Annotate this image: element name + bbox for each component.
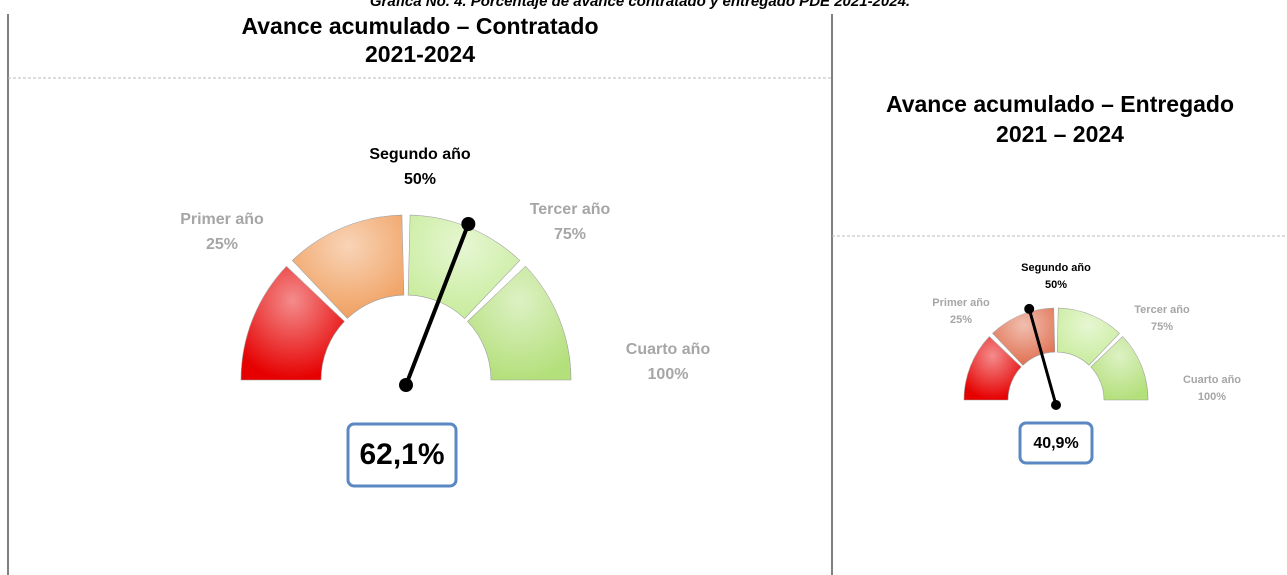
tick-label: 75% (1151, 321, 1173, 333)
tick-label: 50% (1045, 279, 1067, 291)
tick-name: Cuarto año (626, 341, 711, 358)
band-shine (1057, 308, 1120, 366)
chart-subtitle: 2021-2024 (365, 41, 475, 67)
band-shine (467, 266, 571, 380)
needle-pivot (1051, 400, 1061, 410)
tick-label: 25% (206, 236, 238, 253)
band-shine (408, 215, 520, 319)
tick-label: 100% (1198, 391, 1226, 403)
chart-subtitle: 2021 – 2024 (996, 121, 1124, 147)
value-box (346, 422, 458, 488)
tick-name: Primer año (180, 211, 264, 228)
needle-line (404, 223, 471, 386)
band-shine (1090, 336, 1148, 400)
tick-label: 75% (554, 226, 586, 243)
tick-name: Segundo año (369, 146, 471, 163)
caption: Gráfica No. 4. Porcentaje de avance cont… (370, 0, 910, 10)
chart-title: Avance acumulado – Contratado (241, 13, 598, 39)
tick-name: Cuarto año (1183, 374, 1241, 386)
value-box (1018, 421, 1094, 465)
needle-line (1027, 308, 1058, 406)
tick-label: 25% (950, 314, 972, 326)
tick-name: Primer año (932, 297, 990, 309)
band-shine (292, 215, 404, 319)
band-shine (964, 336, 1022, 400)
needle-tip (1024, 303, 1035, 314)
needle-pivot (399, 378, 413, 392)
band-shine (241, 266, 345, 380)
needle-tip (461, 216, 476, 231)
tick-name: Tercer año (530, 201, 611, 218)
tick-label: 50% (404, 171, 436, 188)
tick-name: Segundo año (1021, 262, 1091, 274)
chart-title: Avance acumulado – Entregado (886, 91, 1234, 117)
band-shine (992, 308, 1055, 366)
value-label: 62,1% (359, 438, 444, 471)
needle (1024, 303, 1061, 410)
tick-name: Tercer año (1134, 304, 1190, 316)
tick-label: 100% (648, 366, 689, 383)
value-label: 40,9% (1033, 435, 1078, 452)
needle (399, 216, 476, 392)
